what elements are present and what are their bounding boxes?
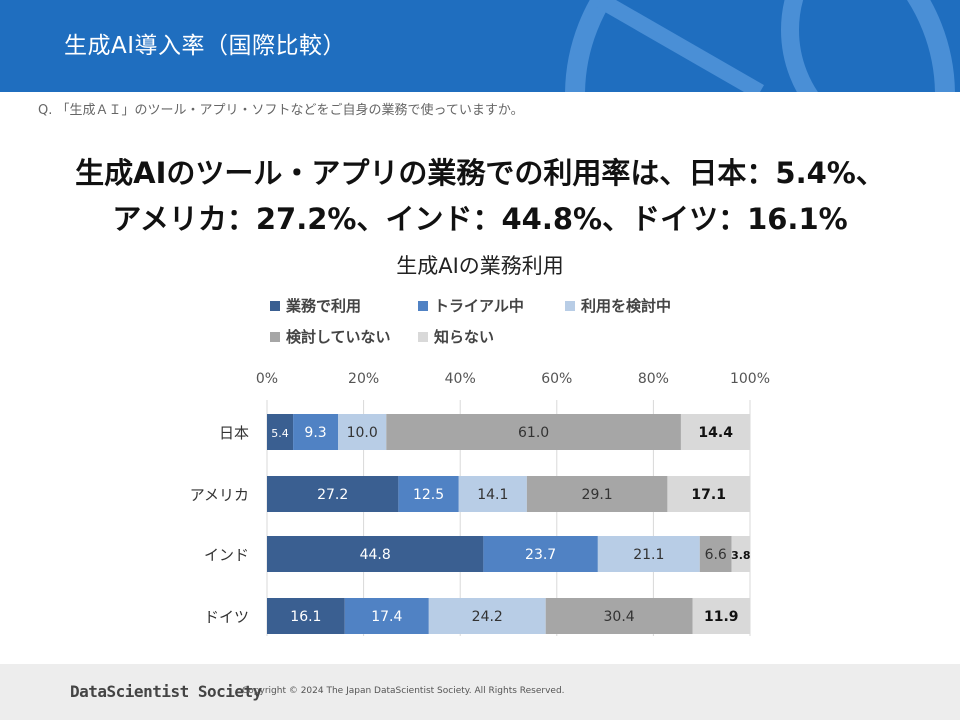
footer-logo: DataScientist Society	[70, 682, 262, 701]
bar-segment-1-2	[458, 476, 527, 512]
bar-segment-1-1	[398, 476, 459, 512]
bar-segment-3-3	[545, 598, 693, 634]
legend-label-1: 業務で利用	[285, 297, 361, 315]
data-label-3-2: 24.2	[472, 609, 503, 625]
x-tick-label-5: 100%	[730, 371, 770, 387]
category-label-2: インド	[204, 546, 249, 564]
legend-swatch-1	[270, 301, 280, 311]
data-label-3-0: 16.1	[290, 609, 321, 625]
data-label-3-3: 30.4	[604, 609, 635, 625]
bar-segment-2-3	[699, 536, 732, 572]
data-label-2-1: 23.7	[525, 547, 556, 563]
data-label-2-4: 3.8	[731, 549, 751, 562]
bar-segment-2-2	[597, 536, 700, 572]
x-tick-label-1: 20%	[348, 371, 379, 387]
bar-segment-0-0	[267, 414, 294, 450]
bar-segment-3-0	[267, 598, 345, 634]
x-tick-label-0: 0%	[256, 371, 278, 387]
header-decoration	[565, 0, 955, 92]
data-label-0-0: 5.4	[271, 427, 289, 440]
data-label-1-4: 17.1	[691, 487, 726, 503]
data-label-0-3: 61.0	[518, 425, 549, 441]
data-label-2-3: 6.6	[705, 547, 727, 563]
category-label-1: アメリカ	[190, 486, 249, 504]
header-banner: 生成AI導入率（国際比較）	[0, 0, 960, 92]
x-tick-label-2: 40%	[445, 371, 476, 387]
page-title: 生成AI導入率（国際比較）	[64, 33, 347, 59]
legend-label-2: トライアル中	[434, 297, 524, 315]
footer: DataScientist Society Copyright © 2024 T…	[0, 664, 960, 720]
bar-segment-3-4	[692, 598, 750, 634]
data-label-1-2: 14.1	[477, 487, 508, 503]
data-label-1-0: 27.2	[317, 487, 348, 503]
chart-title: 生成AIの業務利用	[396, 254, 564, 278]
data-label-2-2: 21.1	[633, 547, 664, 563]
x-tick-label-4: 80%	[638, 371, 669, 387]
category-label-0: 日本	[219, 424, 249, 442]
data-label-1-1: 12.5	[413, 487, 444, 503]
data-label-1-3: 29.1	[582, 487, 613, 503]
survey-question: Q. 「生成ＡＩ」のツール・アプリ・ソフトなどをご自身の業務で使っていますか。	[38, 103, 524, 118]
data-label-0-4: 14.4	[698, 425, 733, 441]
legend-swatch-4	[270, 332, 280, 342]
category-label-3: ドイツ	[204, 608, 249, 626]
legend-swatch-5	[418, 332, 428, 342]
data-label-3-1: 17.4	[371, 609, 402, 625]
headline-line-1: 生成AIのツール・アプリの業務での利用率は、日本：5.4%、	[75, 156, 885, 190]
legend-label-4: 検討していない	[286, 328, 391, 346]
legend-label-3: 利用を検討中	[581, 297, 671, 315]
footer-copyright: Copyright © 2024 The Japan DataScientist…	[242, 686, 565, 696]
data-label-0-2: 10.0	[347, 425, 378, 441]
bar-segment-3-1	[344, 598, 429, 634]
bar-segment-2-4	[731, 536, 750, 572]
bar-segment-2-1	[483, 536, 598, 572]
legend-label-5: 知らない	[434, 328, 494, 346]
bar-segment-0-1	[293, 414, 339, 450]
bar-segment-3-2	[428, 598, 546, 634]
bar-segment-0-4	[680, 414, 751, 450]
data-label-0-1: 9.3	[304, 425, 326, 441]
bar-segment-0-2	[338, 414, 387, 450]
bar-segment-0-3	[386, 414, 681, 450]
bar-segment-2-0	[267, 536, 484, 572]
bar-segment-1-0	[267, 476, 399, 512]
data-label-2-0: 44.8	[360, 547, 391, 563]
legend-swatch-2	[418, 301, 428, 311]
data-label-3-4: 11.9	[704, 609, 739, 625]
headline-line-2: アメリカ：27.2%、インド：44.8%、ドイツ：16.1%	[112, 202, 848, 236]
bar-segment-1-4	[667, 476, 750, 512]
bar-segment-1-3	[526, 476, 668, 512]
x-tick-label-3: 60%	[541, 371, 572, 387]
legend-swatch-3	[565, 301, 575, 311]
